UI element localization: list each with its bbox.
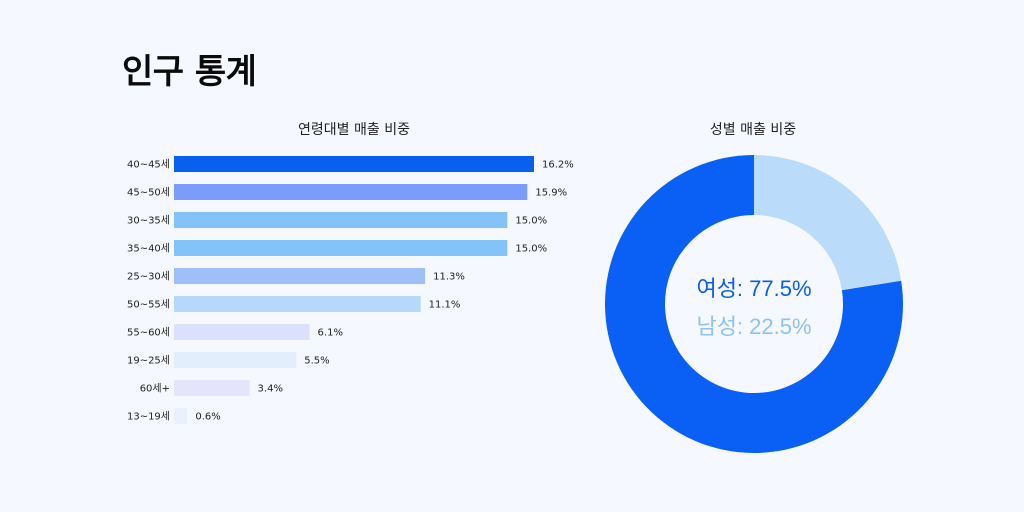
bar — [174, 212, 508, 228]
bar — [174, 184, 528, 200]
donut-slice — [754, 155, 902, 291]
category-label: 35~40세 — [127, 243, 170, 255]
female-share-label: 여성: 77.5% — [696, 276, 812, 301]
category-label: 45~50세 — [127, 187, 170, 199]
bar — [174, 296, 421, 312]
category-label: 40~45세 — [127, 159, 170, 171]
value-label: 11.1% — [429, 300, 461, 311]
value-label: 11.3% — [433, 272, 465, 283]
value-label: 3.4% — [258, 384, 283, 395]
category-label: 25~30세 — [127, 271, 170, 283]
value-label: 16.2% — [542, 160, 574, 171]
category-label: 13~19세 — [127, 411, 170, 423]
bar — [174, 240, 508, 256]
category-label: 60세+ — [140, 383, 170, 395]
category-label: 55~60세 — [127, 327, 170, 339]
bar — [174, 268, 426, 284]
donut-center-labels: 여성: 77.5% 남성: 22.5% — [654, 270, 854, 346]
category-label: 30~35세 — [127, 215, 170, 227]
value-label: 0.6% — [195, 412, 220, 423]
age-chart-title: 연령대별 매출 비중 — [298, 122, 410, 138]
value-label: 15.9% — [535, 188, 567, 199]
value-label: 15.0% — [515, 244, 547, 255]
bar — [174, 380, 250, 396]
bar — [174, 324, 310, 340]
bar — [174, 408, 188, 424]
value-label: 5.5% — [304, 356, 329, 367]
value-label: 15.0% — [515, 216, 547, 227]
bar — [174, 156, 534, 172]
age-bar-chart: 40~45세 16.2% 45~50세 15.9% 30~35세 15.0% 35~40세 1… — [127, 156, 574, 424]
category-label: 19~25세 — [127, 355, 170, 367]
gender-donut-chart — [605, 155, 903, 454]
male-share-label: 남성: 22.5% — [696, 314, 812, 339]
bar — [174, 352, 297, 368]
value-label: 6.1% — [318, 328, 343, 339]
category-label: 50~55세 — [127, 299, 170, 311]
donut-slice — [605, 155, 903, 454]
gender-chart-title: 성별 매출 비중 — [709, 122, 797, 138]
page-title: 인구 통계 — [122, 52, 257, 92]
